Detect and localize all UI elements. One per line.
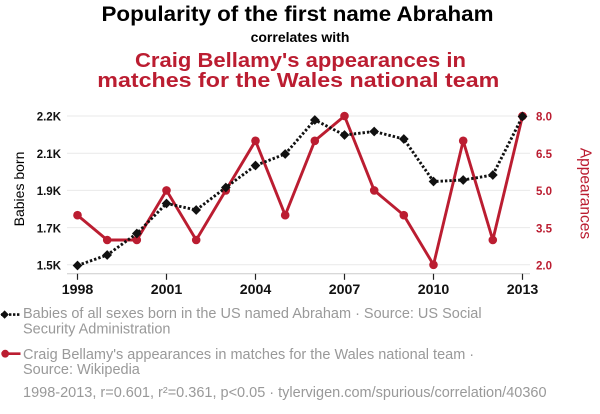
svg-text:3.5: 3.5	[536, 223, 553, 235]
svg-text:1.5K: 1.5K	[37, 261, 62, 273]
svg-text:2010: 2010	[418, 282, 450, 298]
svg-text:matches for the Wales national: matches for the Wales national team	[97, 70, 499, 92]
svg-text:Popularity of the first name A: Popularity of the first name Abraham	[102, 3, 494, 26]
svg-text:2013: 2013	[507, 282, 539, 298]
svg-text:2.1K: 2.1K	[37, 149, 62, 161]
svg-text:Source: Wikipedia: Source: Wikipedia	[23, 362, 141, 378]
svg-text:Security Administration: Security Administration	[23, 321, 170, 337]
svg-text:Craig Bellamy's appearances in: Craig Bellamy's appearances in matches f…	[23, 347, 474, 363]
svg-text:2.2K: 2.2K	[37, 112, 62, 124]
svg-text:Appearances: Appearances	[577, 148, 594, 240]
svg-text:6.5: 6.5	[536, 149, 553, 161]
svg-text:1998: 1998	[62, 282, 94, 298]
svg-text:2.0: 2.0	[536, 261, 552, 273]
svg-text:2001: 2001	[151, 282, 183, 298]
svg-text:1.9K: 1.9K	[37, 186, 62, 198]
svg-text:Craig Bellamy's appearances in: Craig Bellamy's appearances in	[135, 50, 466, 72]
svg-text:Babies born: Babies born	[11, 152, 27, 227]
svg-text:2007: 2007	[329, 282, 361, 298]
svg-text:correlates with: correlates with	[251, 29, 350, 45]
svg-text:5.0: 5.0	[536, 186, 552, 198]
svg-text:8.0: 8.0	[536, 112, 552, 124]
svg-text:Babies of all sexes born in th: Babies of all sexes born in the US named…	[23, 306, 482, 322]
svg-text:1.7K: 1.7K	[37, 223, 62, 235]
svg-text:2004: 2004	[240, 282, 272, 298]
svg-text:1998-2013, r=0.601, r²=0.361,: 1998-2013, r=0.601, r²=0.361, p<0.05 · t…	[23, 385, 547, 401]
